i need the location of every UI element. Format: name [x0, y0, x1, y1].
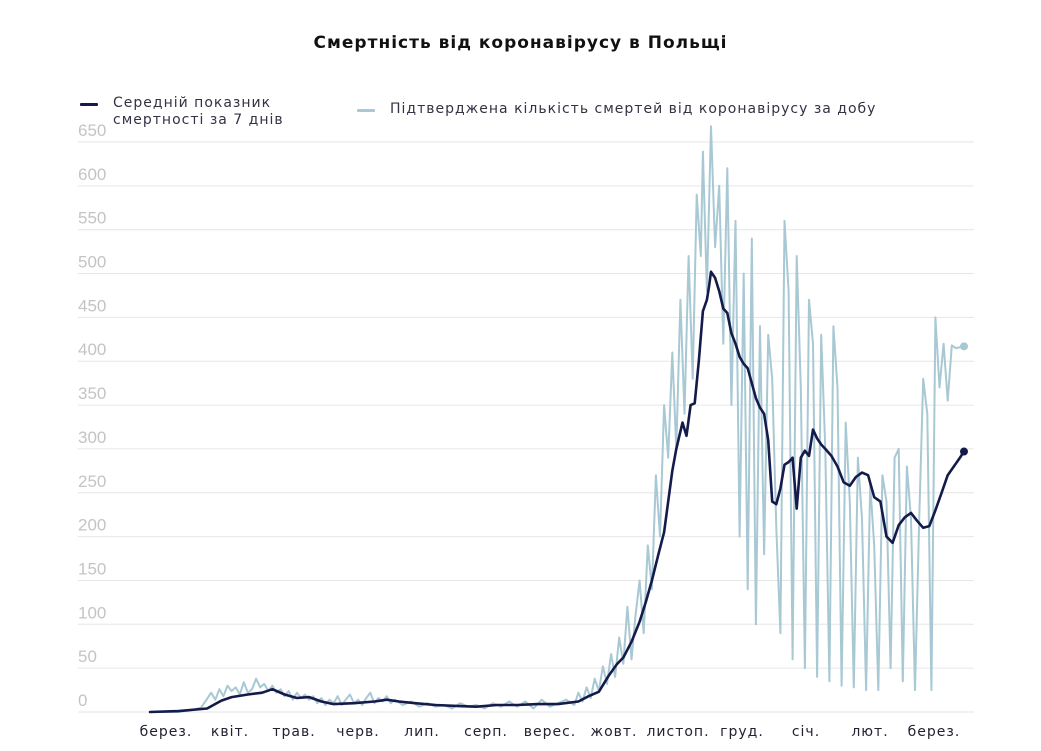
chart-title: Смертність від коронавірусу в Польщі — [313, 33, 728, 53]
x-tick-label: верес. — [524, 724, 577, 740]
x-tick-label: трав. — [272, 724, 315, 740]
x-tick-label: берез. — [140, 724, 193, 740]
x-tick-label: лют. — [851, 724, 888, 740]
x-tick-label: черв. — [336, 724, 379, 740]
x-tick-label: жовт. — [590, 724, 637, 740]
y-tick-label: 50 — [78, 647, 97, 666]
x-tick-label: серп. — [464, 724, 508, 740]
series-layer — [148, 125, 968, 714]
y-tick-label: 100 — [78, 603, 106, 622]
x-tick-label: груд. — [720, 724, 764, 740]
grid-layer — [78, 141, 974, 713]
y-tick-label: 0 — [78, 691, 87, 710]
y-tick-label: 450 — [78, 296, 106, 315]
series-line-7day-average — [148, 270, 966, 714]
x-tick-label: листоп. — [646, 724, 709, 740]
y-tick-label: 500 — [78, 253, 106, 272]
y-tick-label: 350 — [78, 384, 106, 403]
legend-item-daily-deaths: Підтверджена кількість смертей від корон… — [357, 101, 877, 121]
y-tick-label: 650 — [78, 121, 106, 140]
y-tick-label: 400 — [78, 340, 106, 359]
x-tick-label: берез. — [908, 724, 961, 740]
legend-label-daily-deaths: Підтверджена кількість смертей від корон… — [390, 101, 877, 117]
y-tick-label: 300 — [78, 428, 106, 447]
x-tick-label: січ. — [792, 724, 820, 740]
series-endpoint-7day-average — [960, 447, 968, 456]
y-tick-label: 550 — [78, 209, 106, 228]
legend-swatch-light — [357, 109, 375, 112]
y-tick-label: 150 — [78, 559, 106, 578]
y-tick-label: 600 — [78, 165, 106, 184]
x-tick-label: квіт. — [211, 724, 249, 740]
legend-item-7day-average: Середній показник смертності за 7 днів — [80, 95, 320, 131]
series-endpoint-daily-deaths — [960, 342, 968, 351]
series-line-daily-deaths — [149, 125, 965, 713]
x-axis: берез. квіт. трав. черв. лип. серп. верес. жовт… — [140, 724, 961, 740]
legend-label-7day-average: Середній показник смертності за 7 днів — [113, 95, 284, 128]
x-tick-label: лип. — [404, 724, 440, 740]
legend-swatch-dark — [80, 103, 98, 106]
y-tick-label: 200 — [78, 516, 106, 535]
y-tick-label: 250 — [78, 472, 106, 491]
